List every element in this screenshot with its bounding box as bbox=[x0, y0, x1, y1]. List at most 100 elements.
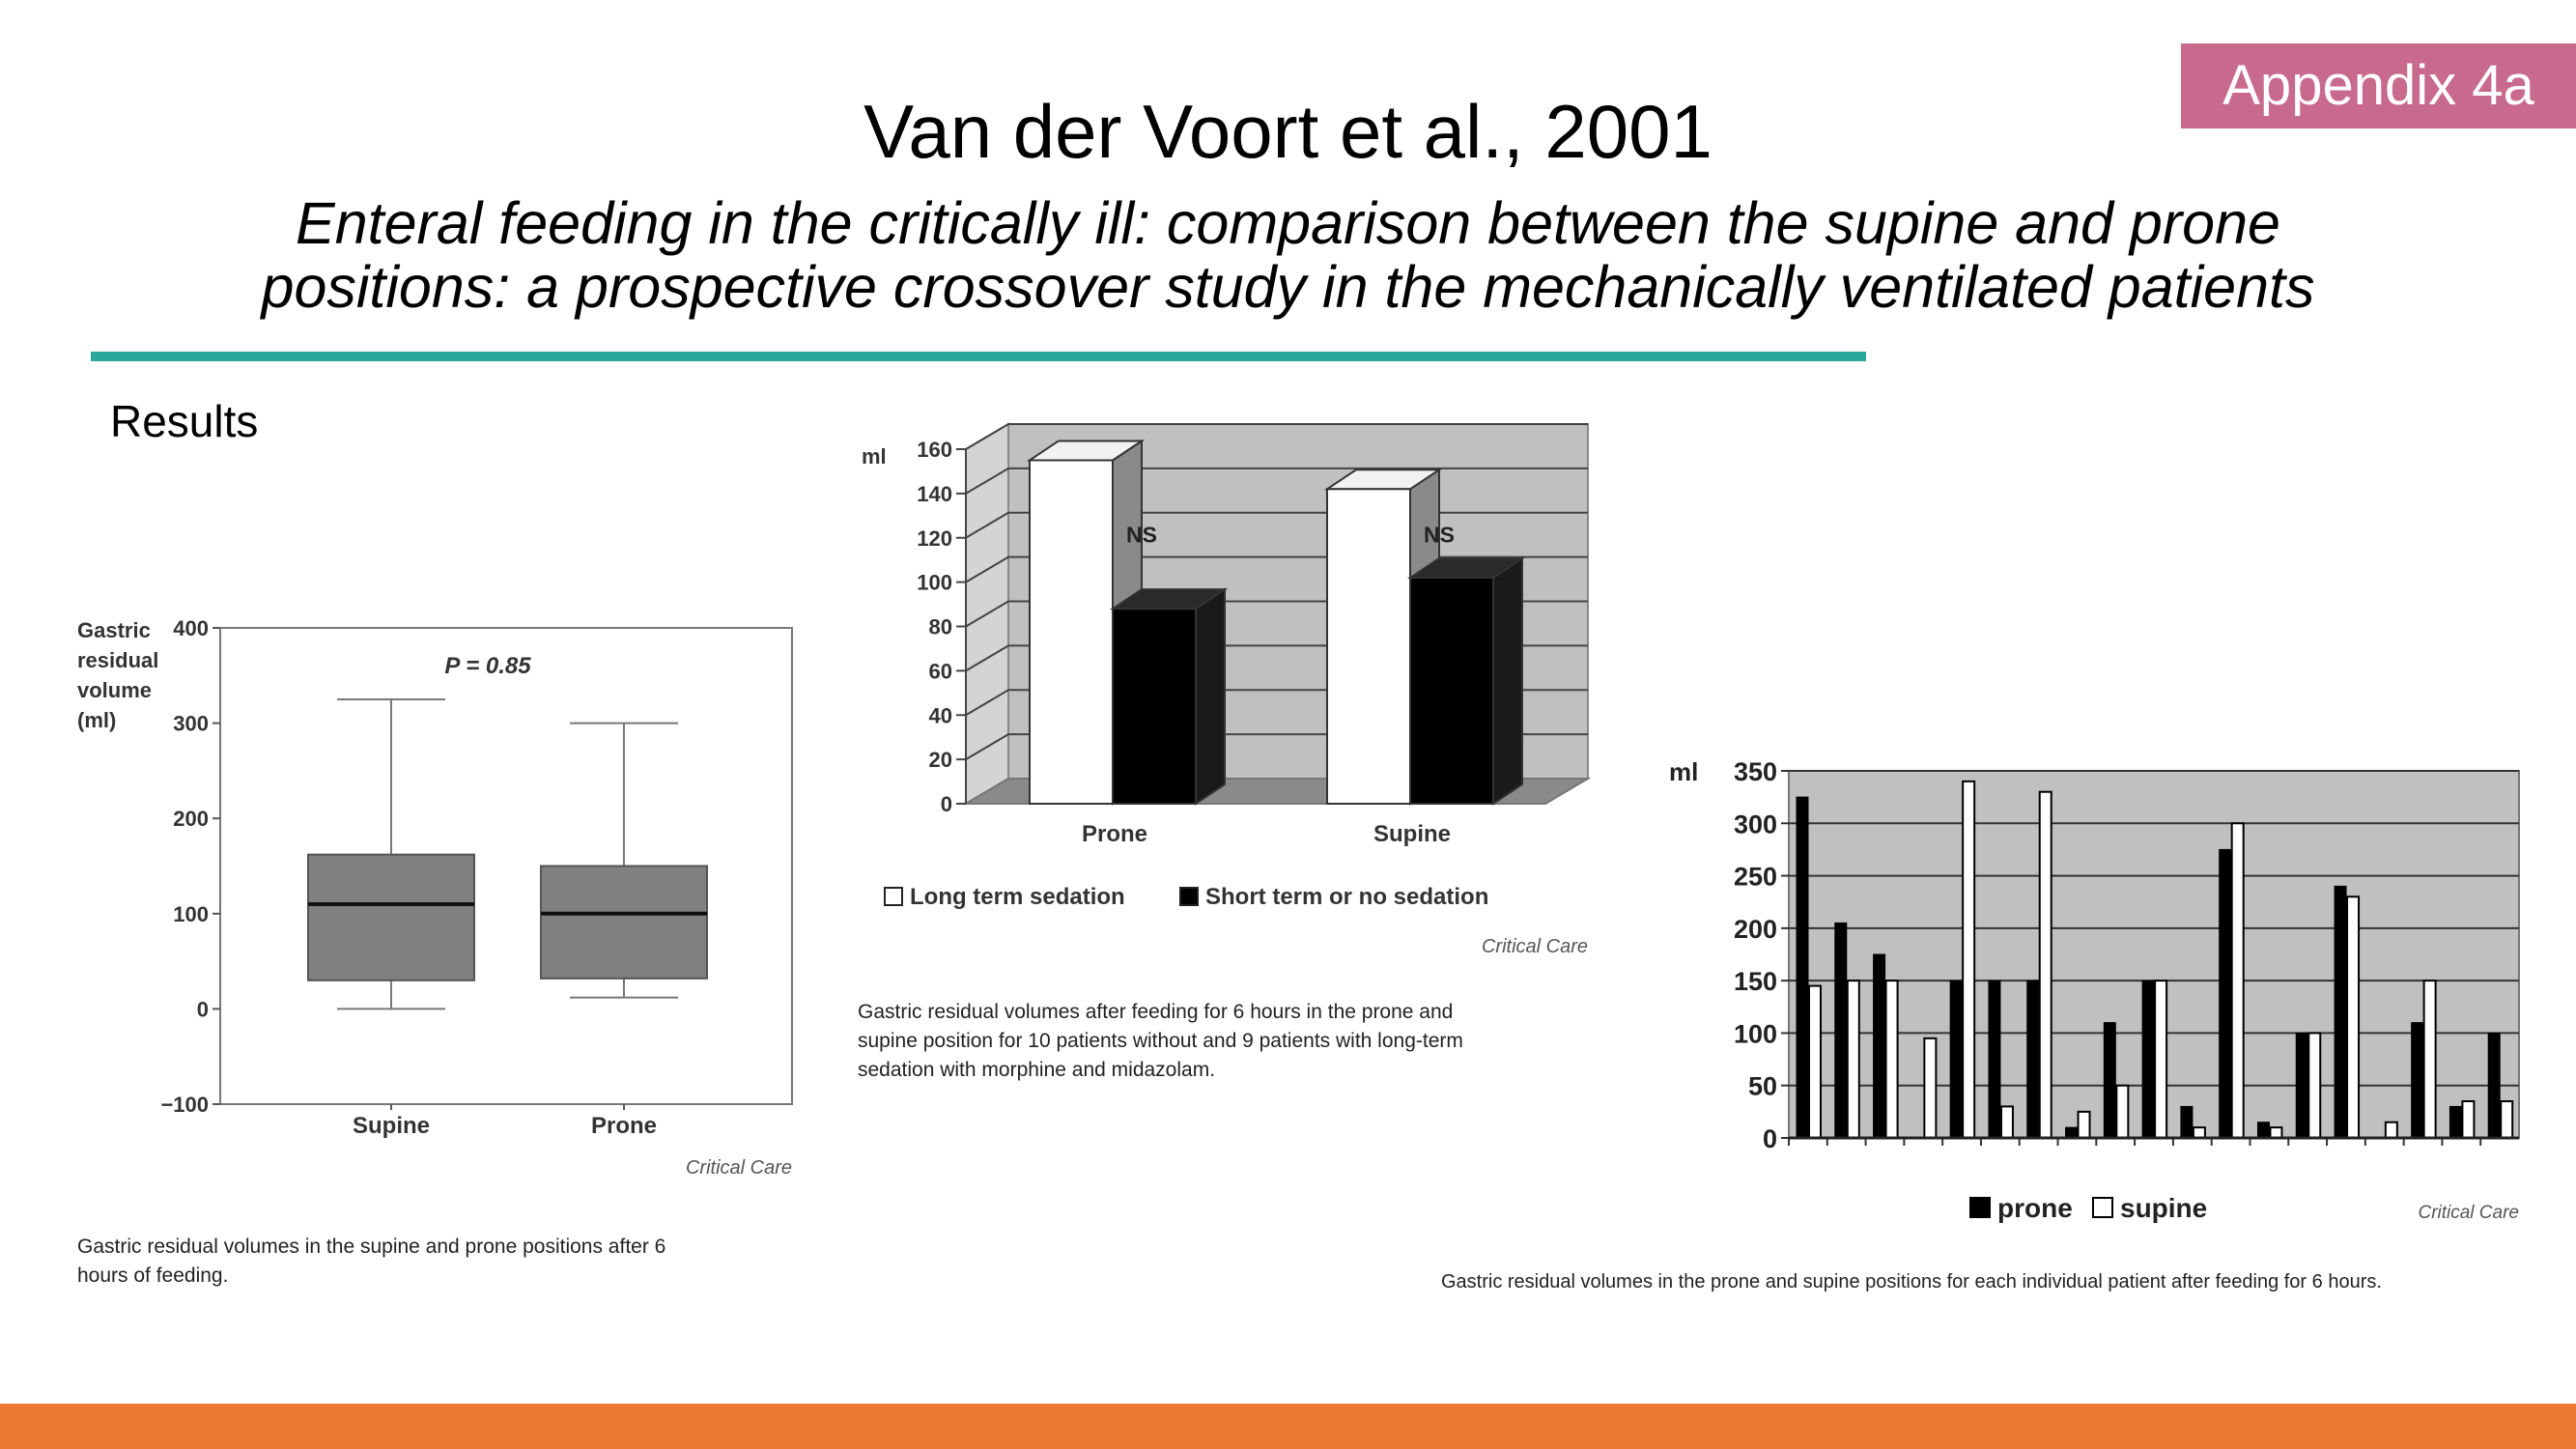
patient-bar-y-tick-label: 50 bbox=[1748, 1072, 1777, 1101]
bar3d-ns-label: NS bbox=[1126, 522, 1157, 547]
patient-bar-supine bbox=[2307, 1032, 2322, 1140]
patient-bar-supine bbox=[2346, 895, 2361, 1139]
boxplot-y-axis-label: (ml) bbox=[77, 708, 116, 732]
patient-bar-prone bbox=[2180, 1105, 2194, 1139]
patient-bar-prone bbox=[2295, 1032, 2308, 1139]
patient-bar-prone bbox=[1834, 922, 1848, 1139]
patient-bar-supine bbox=[1808, 984, 1822, 1139]
patient-bar-prone bbox=[2141, 980, 2155, 1139]
boxplot-p-value: P = 0.85 bbox=[444, 653, 531, 679]
boxplot-x-tick-label: Prone bbox=[591, 1113, 657, 1139]
bar3d-y-axis-label: ml bbox=[862, 444, 887, 469]
patient-bar-supine bbox=[2384, 1121, 2398, 1139]
patient-bar-supine bbox=[2500, 1100, 2514, 1139]
bar3d-legend-swatch bbox=[884, 887, 903, 906]
boxplot-caption-line: Gastric residual volumes in the supine a… bbox=[77, 1236, 666, 1258]
bar3d-gridline bbox=[965, 467, 1588, 495]
boxplot-box bbox=[540, 865, 708, 980]
patient-bar-supine bbox=[2269, 1126, 2283, 1139]
bar3d-gridline bbox=[965, 423, 1588, 450]
boxplot-y-tick-label: 0 bbox=[197, 997, 209, 1021]
patient-bar-prone bbox=[2334, 885, 2347, 1139]
patient-bar-y-tick-label: 150 bbox=[1734, 967, 1777, 996]
patient-bar-y-tick-label: 100 bbox=[1734, 1019, 1777, 1048]
bar3d-bar bbox=[1326, 488, 1411, 805]
grouped-bar-caption-line: sedation with morphine and midazolam. bbox=[858, 1059, 1216, 1081]
bar3d-legend-label: Short term or no sedation bbox=[1205, 884, 1488, 910]
patient-bar-legend-swatch bbox=[1969, 1197, 1991, 1218]
patient-bar-prone bbox=[1873, 953, 1886, 1139]
bar3d-source-label: Critical Care bbox=[1482, 936, 1588, 957]
patient-bar-supine bbox=[2422, 980, 2437, 1140]
patient-bar-legend-label: supine bbox=[2120, 1193, 2207, 1223]
slide-title: Van der Voort et al., 2001 bbox=[863, 89, 1713, 174]
patient-bar-prone bbox=[1949, 980, 1963, 1139]
patient-bar-prone bbox=[2026, 980, 2040, 1139]
patient-bar-prone bbox=[1796, 796, 1809, 1139]
boxplot-y-tick-label: 300 bbox=[173, 712, 209, 736]
patient-bar-prone bbox=[2411, 1022, 2424, 1139]
boxplot-y-tick-label: 100 bbox=[173, 902, 209, 926]
boxplot-box bbox=[307, 853, 475, 981]
bar3d-bar bbox=[1409, 577, 1494, 805]
patient-bar-prone bbox=[2219, 848, 2232, 1139]
bar3d-y-tick-label: 160 bbox=[917, 438, 952, 462]
patient-bar-supine bbox=[1884, 980, 1899, 1140]
patient-bar-supine bbox=[1999, 1105, 2014, 1140]
bar3d-y-tick-label: 80 bbox=[929, 615, 952, 639]
patient-bar-supine bbox=[1923, 1037, 1938, 1140]
patient-bar-supine bbox=[2192, 1126, 2206, 1139]
patient-bar-y-tick-label: 350 bbox=[1734, 757, 1777, 786]
boxplot-y-axis-label: residual bbox=[77, 648, 158, 672]
boxplot-y-axis-label: volume bbox=[77, 678, 152, 702]
bar3d-x-tick-label: Supine bbox=[1373, 821, 1451, 847]
grouped-bar-caption-line: Gastric residual volumes after feeding f… bbox=[858, 1001, 1454, 1023]
bar3d-ns-label: NS bbox=[1424, 522, 1455, 547]
patient-bar-supine bbox=[2115, 1084, 2130, 1139]
bar3d-legend-swatch bbox=[1179, 887, 1199, 906]
boxplot-y-axis-label: Gastric bbox=[77, 618, 151, 642]
boxplot-x-tick-label: Supine bbox=[353, 1113, 430, 1139]
patient-bar-y-tick-label: 250 bbox=[1734, 863, 1777, 892]
patient-bar-supine bbox=[2154, 980, 2168, 1140]
patient-bar-prone bbox=[2487, 1032, 2501, 1139]
boxplot-source-label: Critical Care bbox=[686, 1157, 792, 1179]
boxplot-y-tick-label: 400 bbox=[173, 616, 209, 640]
results-label: Results bbox=[110, 396, 259, 446]
bar3d-x-tick-label: Prone bbox=[1082, 821, 1147, 847]
patient-bar-y-tick-label: 0 bbox=[1763, 1124, 1777, 1153]
grouped-bar-caption-line: supine position for 10 patients without … bbox=[858, 1030, 1463, 1052]
patient-bar-supine bbox=[2038, 790, 2052, 1139]
bar3d-y-tick-label: 60 bbox=[929, 659, 952, 683]
bar3d-y-tick-label: 100 bbox=[917, 571, 952, 595]
boxplot-caption: Gastric residual volumes in the supine a… bbox=[77, 1233, 773, 1291]
patient-bar-supine bbox=[2077, 1110, 2091, 1140]
subtitle-line-2: positions: a prospective crossover study… bbox=[261, 254, 2315, 320]
footer-bar bbox=[0, 1404, 2576, 1449]
patient-bar-prone bbox=[2449, 1105, 2462, 1139]
bar3d-bar bbox=[1112, 608, 1197, 806]
patient-bar-prone bbox=[2103, 1022, 2116, 1139]
patient-bar-supine bbox=[2461, 1100, 2476, 1139]
bar3d-y-tick-label: 0 bbox=[941, 792, 952, 816]
boxplot-y-tick-label: 200 bbox=[173, 807, 209, 831]
patient-bar-legend-swatch bbox=[2092, 1197, 2113, 1218]
bar3d-bar bbox=[1029, 459, 1114, 805]
boxplot-y-tick-label: −100 bbox=[160, 1093, 209, 1117]
boxplot-caption-line: hours of feeding. bbox=[77, 1264, 229, 1287]
bar3d-legend-label: Long term sedation bbox=[910, 884, 1125, 910]
patient-bar-prone bbox=[1988, 980, 2001, 1139]
patient-bar-source-label: Critical Care bbox=[2418, 1203, 2519, 1223]
subtitle-line-1: Enteral feeding in the critically ill: c… bbox=[296, 190, 2280, 256]
patient-bar-y-tick-label: 200 bbox=[1734, 915, 1777, 944]
grouped-bar-caption: Gastric residual volumes after feeding f… bbox=[858, 998, 1611, 1085]
patient-bar-y-tick-label: 300 bbox=[1734, 810, 1777, 838]
patient-bar-y-axis-label: ml bbox=[1669, 757, 1698, 786]
bar3d-y-tick-label: 140 bbox=[917, 482, 952, 506]
patient-bar-legend-label: prone bbox=[1997, 1193, 2073, 1223]
title-divider bbox=[91, 352, 1866, 361]
patient-bar-prone bbox=[2065, 1126, 2079, 1139]
patient-bar-caption: Gastric residual volumes in the prone an… bbox=[1441, 1271, 2382, 1293]
